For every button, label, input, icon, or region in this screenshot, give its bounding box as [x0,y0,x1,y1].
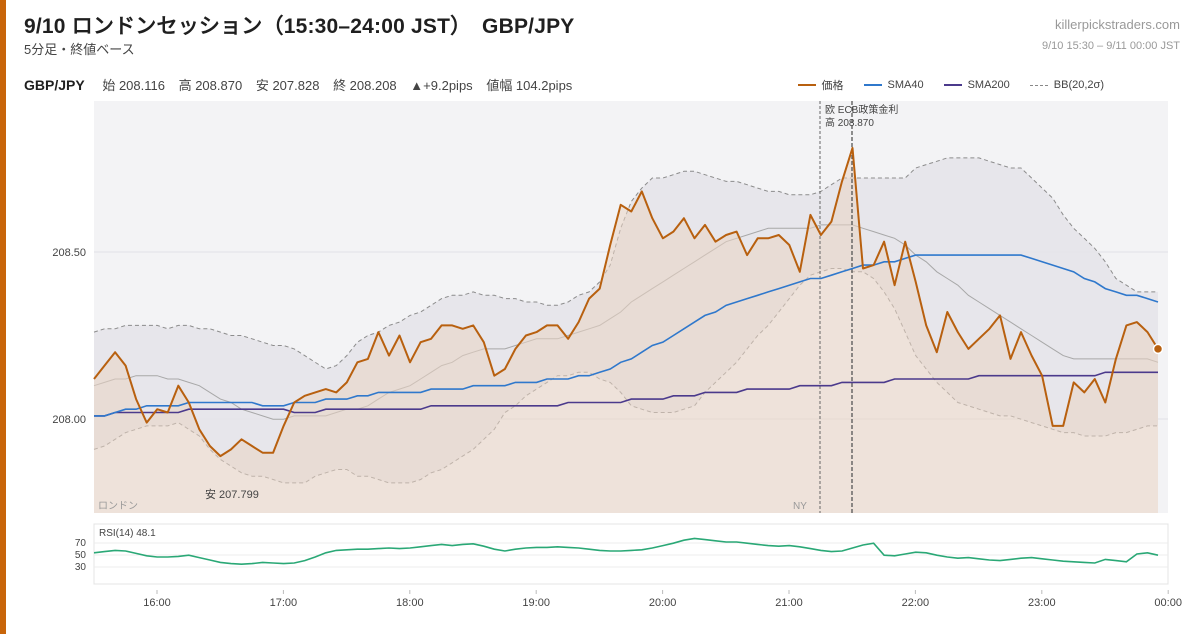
change-value: ▲+9.2pips [410,78,473,93]
rsi-label: RSI(14) 48.1 [99,528,156,539]
legend-item-sma200[interactable]: SMA200 [943,77,1010,93]
legend-swatch-price [797,84,816,86]
range-value: 値幅 104.2pips [486,78,573,93]
site-name: killerpickstraders.com [1055,17,1180,32]
x-tick-label: 18:00 [396,597,424,609]
legend-label-bb: BB(20,2σ) [1053,79,1104,91]
legend-label-sma200: SMA200 [967,79,1010,91]
chart-legend: 価格 SMA40 SMA200 BB(20,2σ) [797,77,1104,93]
rsi-tick-label: 50 [75,550,87,561]
event-annotation-title: 欧 ECB政策金利 [825,103,898,116]
rsi-tick-label: 30 [75,562,87,573]
rsi-line [93,537,1159,566]
rsi-series-line [93,537,1159,566]
legend-swatch-bb [1029,84,1048,86]
price-area-fill [94,147,1158,513]
legend-label-sma40: SMA40 [887,79,924,91]
x-tick-label: 23:00 [1028,597,1056,609]
x-tick-label: 16:00 [143,597,171,609]
legend-swatch-sma200 [943,84,962,86]
sma200-line [94,371,1158,417]
page-title: 9/10 ロンドンセッション（15:30–24:00 JST） GBP/JPY [24,15,575,38]
date-range: 9/10 15:30 – 9/11 00:00 JST [1041,40,1180,52]
price-line [93,146,1159,458]
legend-item-bb[interactable]: BB(20,2σ) [1029,77,1104,93]
london-session-label: ロンドン [98,501,138,512]
rsi-panel-background [93,523,1169,585]
ohlc-stats: GBP/JPY 始 208.116 高 208.870 安 207.828 終 … [24,75,582,94]
event-annotation-high: 高 208.870 [825,116,874,129]
last-price-marker [1152,343,1164,355]
x-tick-label: 00:00 [1154,597,1182,609]
bb-upper-line [93,157,1158,370]
y-tick-label: 208.00 [52,414,86,426]
ny-session-label: NY [793,501,807,512]
accent-bar [0,0,6,634]
x-axis: 16:00 17:00 18:00 19:00 20:00 21:00 22:00 23:00… [143,590,1182,609]
series-lines [93,146,1164,458]
price-area [94,147,1158,513]
x-tick-label: 19:00 [522,597,550,609]
close-value: 終 208.208 [333,78,397,93]
legend-label-price: 価格 [821,80,844,92]
rsi-tick-label: 70 [75,538,87,549]
open-value: 始 208.116 [102,78,165,93]
legend-item-sma40[interactable]: SMA40 [863,77,924,93]
high-value: 高 208.870 [178,78,243,93]
page-subtitle: 5分足・終値ベース [24,42,135,57]
low-annotation: 安 207.799 [205,487,259,501]
y-tick-label: 208.50 [52,247,86,259]
x-tick-label: 20:00 [649,597,677,609]
symbol-label: GBP/JPY [24,77,85,93]
x-tick-label: 22:00 [902,597,930,609]
x-tick-label: 17:00 [270,597,298,609]
legend-swatch-sma40 [863,84,882,86]
x-tick-label: 21:00 [775,597,803,609]
low-value: 安 207.828 [255,78,320,93]
sma40-line [94,254,1159,417]
legend-item-price[interactable]: 価格 [797,77,844,93]
